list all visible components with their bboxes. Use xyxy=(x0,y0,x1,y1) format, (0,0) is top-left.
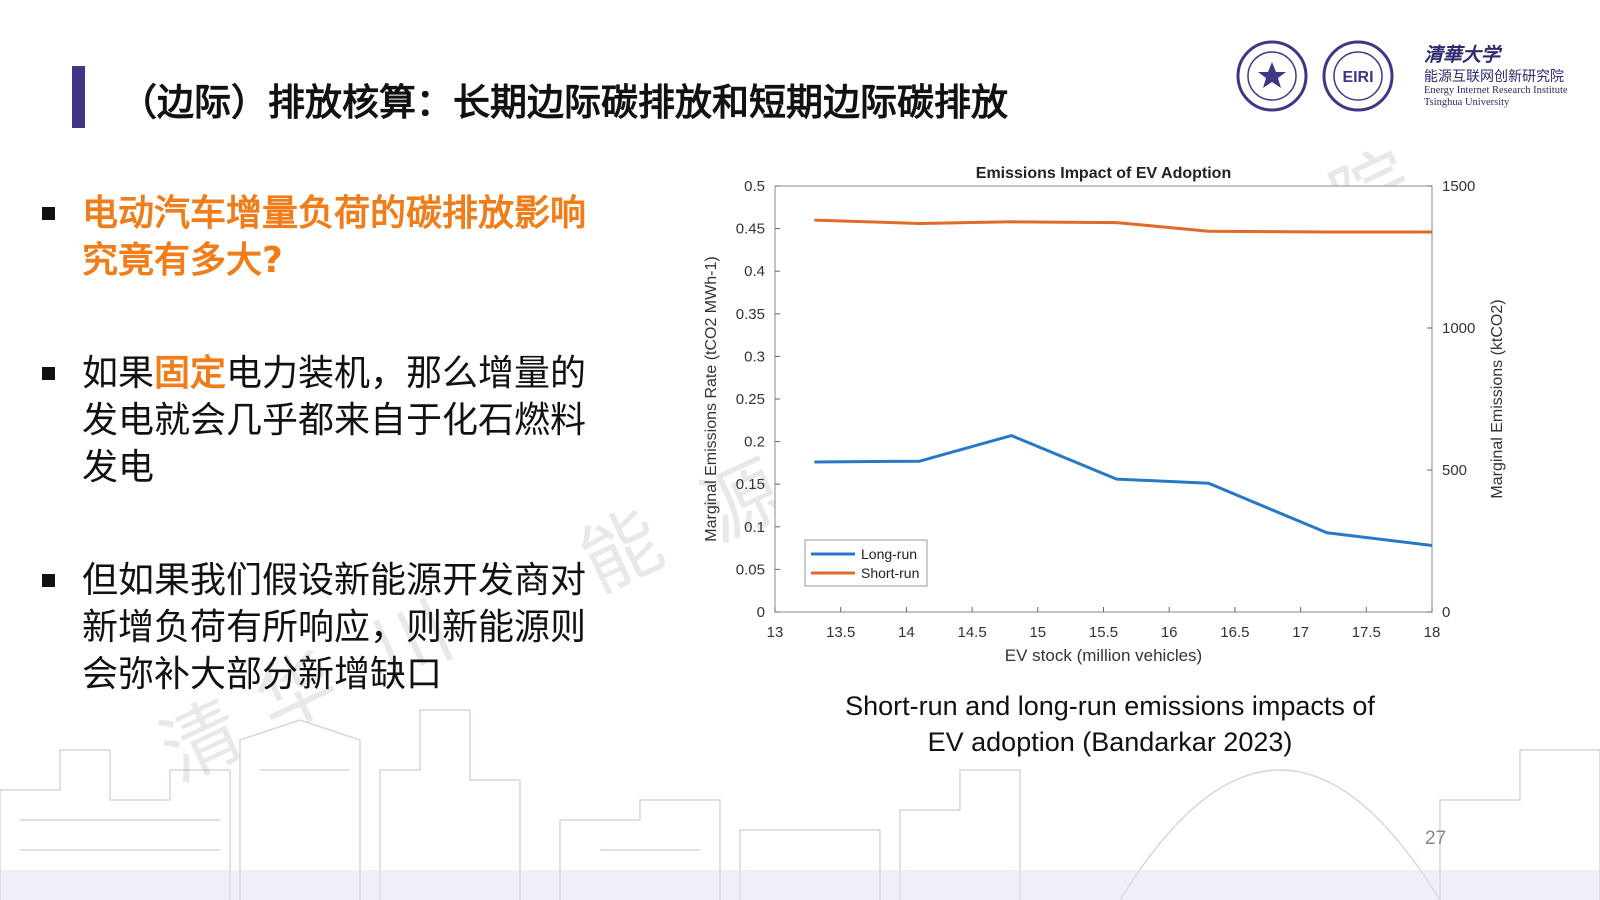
y-left-tick-label: 0.35 xyxy=(736,306,765,323)
legend-box xyxy=(804,539,928,587)
y-left-tick-label: 0.15 xyxy=(736,476,765,493)
legend-label: Long-run xyxy=(861,546,917,562)
y-right-tick-label: 1500 xyxy=(1442,178,1475,195)
x-tick-label: 14.5 xyxy=(957,624,986,641)
bullet-1-text: 电动汽车增量负荷的碳排放影响究竟有多大? xyxy=(82,193,587,281)
y-left-tick-label: 0.1 xyxy=(744,519,765,536)
y-right-tick-label: 500 xyxy=(1442,462,1467,479)
bullet-list: 电动汽车增量负荷的碳排放影响究竟有多大? 如果固定电力装机，那么增量的发电就会几… xyxy=(40,190,620,698)
y-left-axis-label: Marginal Emissions Rate (tCO2 MWh-1) xyxy=(703,256,720,541)
x-tick-label: 15 xyxy=(1029,624,1046,641)
y-left-tick-label: 0.45 xyxy=(736,221,765,238)
emissions-chart: Emissions Impact of EV Adoption 13 13.5 14 1… xyxy=(703,165,1506,665)
legend-label: Short-run xyxy=(861,565,919,581)
tsinghua-seal-logo xyxy=(1236,40,1308,112)
x-tick-label: 16.5 xyxy=(1220,624,1249,641)
institute-name-en: Energy Internet Research Institute xyxy=(1424,85,1568,96)
y-left-tick-label: 0.4 xyxy=(744,263,765,280)
x-tick-label: 16 xyxy=(1161,624,1178,641)
caption-line-2: EV adoption (Bandarkar 2023) xyxy=(927,727,1293,757)
bullet-3: 但如果我们假设新能源开发商对新增负荷有所响应，则新能源则会弥补大部分新增缺口 xyxy=(40,557,620,698)
institute-name-cn: 能源互联网创新研究院 xyxy=(1424,69,1564,85)
campus-skyline-background xyxy=(0,709,1600,900)
y-right-tick-label: 1000 xyxy=(1442,320,1475,337)
bullet-2-text-pre: 如果 xyxy=(82,353,155,394)
bullet-2: 如果固定电力装机，那么增量的发电就会几乎都来自于化石燃料发电 xyxy=(40,350,620,491)
title-accent-bar xyxy=(72,66,85,128)
university-name-en: Tsinghua University xyxy=(1424,97,1510,108)
y-left-tick-label: 0.2 xyxy=(744,434,765,451)
bullet-1: 电动汽车增量负荷的碳排放影响究竟有多大? xyxy=(40,190,620,284)
x-axis-label: EV stock (million vehicles) xyxy=(1005,646,1202,665)
tsinghua-wordmark: 清華大学 xyxy=(1424,44,1501,66)
y-left-tick-label: 0 xyxy=(757,604,765,621)
bullet-marker xyxy=(42,367,55,380)
eiri-logo-text: EIRI xyxy=(1342,69,1373,86)
x-tick-label: 15.5 xyxy=(1089,624,1118,641)
bullet-2-text-post: 电力装机，那么增量的发电就会几乎都来自于化石燃料发电 xyxy=(82,353,587,488)
slide-title: （边际）排放核算：长期边际碳排放和短期边际碳排放 xyxy=(120,81,1008,124)
x-tick-label: 13.5 xyxy=(826,624,855,641)
x-tick-label: 14 xyxy=(898,624,915,641)
y-left-tick-label: 0.05 xyxy=(736,561,765,578)
x-tick-label: 13 xyxy=(767,624,784,641)
y-right-tick-label: 0 xyxy=(1442,604,1450,621)
header-logos: EIRI 清華大学 能源互联网创新研究院 Energy Internet Res… xyxy=(1234,38,1568,114)
y-left-tick-label: 0.25 xyxy=(736,391,765,408)
series-line-long-run xyxy=(814,434,1433,547)
chart-title: Emissions Impact of EV Adoption xyxy=(976,165,1231,182)
y-left-tick-label: 0.3 xyxy=(744,348,765,365)
x-tick-label: 17 xyxy=(1292,624,1309,641)
caption-line-1: Short-run and long-run emissions impacts… xyxy=(845,691,1375,721)
eiri-logo: EIRI xyxy=(1322,40,1394,112)
series-line-short-run xyxy=(814,218,1432,234)
y-left-tick-label: 0.5 xyxy=(744,178,765,195)
chart-caption: Short-run and long-run emissions impacts… xyxy=(790,688,1430,760)
bullet-marker xyxy=(42,574,55,587)
x-tick-label: 18 xyxy=(1424,624,1441,641)
bullet-3-text: 但如果我们假设新能源开发商对新增负荷有所响应，则新能源则会弥补大部分新增缺口 xyxy=(82,560,587,695)
bullet-marker xyxy=(42,207,55,220)
x-tick-label: 17.5 xyxy=(1352,624,1381,641)
bullet-2-highlight: 固定 xyxy=(154,353,227,394)
page-number: 27 xyxy=(1425,828,1447,849)
y-right-axis-label: Marginal Emissions (ktCO2) xyxy=(1489,299,1506,498)
